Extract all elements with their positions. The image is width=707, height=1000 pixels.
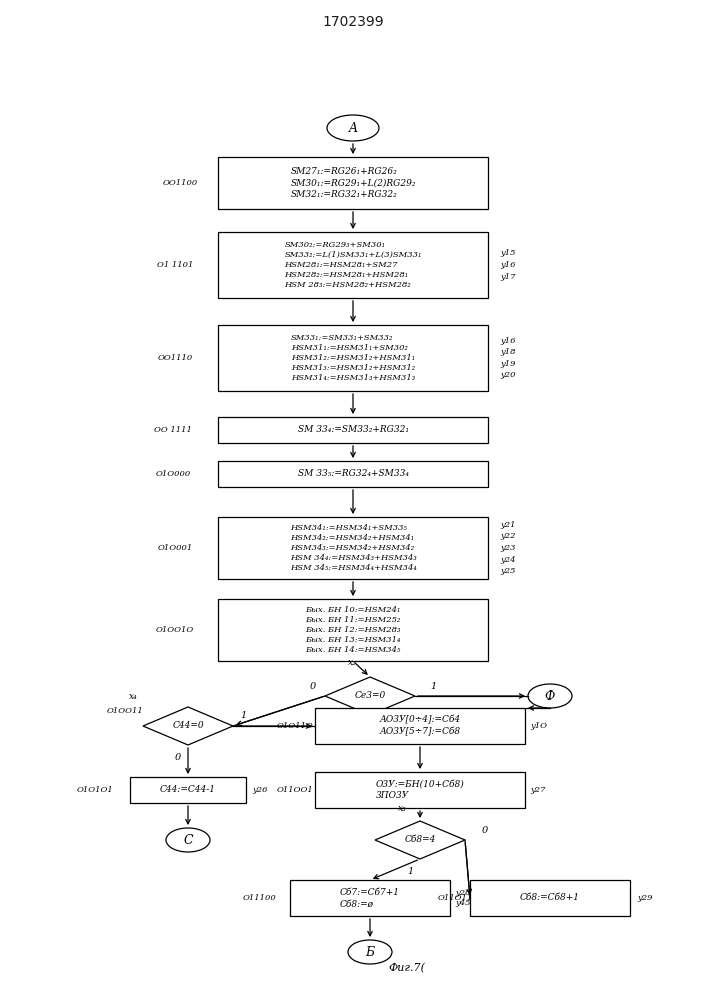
Text: Ф: Ф bbox=[545, 690, 555, 702]
Text: O1OO11: O1OO11 bbox=[107, 707, 144, 715]
Text: y27: y27 bbox=[530, 786, 546, 794]
FancyBboxPatch shape bbox=[218, 417, 488, 443]
Text: 1702399: 1702399 bbox=[322, 15, 385, 29]
Text: C44=0: C44=0 bbox=[173, 722, 204, 730]
Text: Cб8:=Cб8+1: Cб8:=Cб8+1 bbox=[520, 894, 580, 902]
FancyBboxPatch shape bbox=[218, 325, 488, 391]
Text: y29: y29 bbox=[637, 894, 653, 902]
FancyBboxPatch shape bbox=[218, 517, 488, 579]
Text: x₄: x₄ bbox=[129, 692, 138, 701]
Text: y15
y16
y17: y15 y16 y17 bbox=[500, 249, 515, 281]
Text: y21
y22
y23
y24
y25: y21 y22 y23 y24 y25 bbox=[500, 521, 515, 575]
Text: y26: y26 bbox=[252, 786, 267, 794]
Text: OO1100: OO1100 bbox=[163, 179, 198, 187]
Text: y45: y45 bbox=[455, 899, 470, 907]
Text: x₃: x₃ bbox=[397, 804, 407, 813]
Text: 0: 0 bbox=[482, 826, 488, 835]
Text: x₂: x₂ bbox=[348, 658, 356, 667]
Text: 1: 1 bbox=[240, 711, 246, 720]
Text: Cб8=4: Cб8=4 bbox=[404, 836, 436, 844]
Text: C: C bbox=[183, 834, 193, 846]
Text: Cе3=0: Cе3=0 bbox=[354, 692, 385, 700]
FancyBboxPatch shape bbox=[315, 772, 525, 808]
Text: 0: 0 bbox=[310, 682, 316, 691]
FancyBboxPatch shape bbox=[218, 232, 488, 298]
Text: 1: 1 bbox=[430, 682, 436, 691]
Polygon shape bbox=[375, 821, 465, 859]
Text: SM 33₄:=SM33₂+RG32₁: SM 33₄:=SM33₂+RG32₁ bbox=[298, 426, 409, 434]
Text: A: A bbox=[349, 121, 358, 134]
Text: О3У:=БН(10+Cб8)
3ПО3У: О3У:=БН(10+Cб8) 3ПО3У bbox=[375, 780, 464, 800]
FancyBboxPatch shape bbox=[130, 777, 246, 803]
Text: Б: Б bbox=[366, 946, 375, 958]
Text: O1O1O1: O1O1O1 bbox=[76, 786, 113, 794]
Text: O1O000: O1O000 bbox=[156, 470, 191, 478]
FancyBboxPatch shape bbox=[218, 461, 488, 487]
Text: SM30₂:=RG29₃+SM30₁
SM33₂:=L(1)SM33₁+L(3)SM33₁
HSM28₁:=HSM28₁+SM27
HSM28₂:=HSM28₁: SM30₂:=RG29₃+SM30₁ SM33₂:=L(1)SM33₁+L(3)… bbox=[284, 241, 421, 289]
FancyBboxPatch shape bbox=[218, 599, 488, 661]
Text: O11O11: O11O11 bbox=[438, 894, 472, 902]
Ellipse shape bbox=[348, 940, 392, 964]
Text: 0: 0 bbox=[175, 753, 181, 762]
Text: C44:=C44-1: C44:=C44-1 bbox=[160, 786, 216, 794]
Text: O1 1101: O1 1101 bbox=[157, 261, 193, 269]
Text: OO1110: OO1110 bbox=[158, 354, 192, 362]
Text: SM 33₅:=RG32₄+SM33₄: SM 33₅:=RG32₄+SM33₄ bbox=[298, 470, 409, 479]
Text: OO 1111: OO 1111 bbox=[154, 426, 192, 434]
Text: O1O11O: O1O11O bbox=[276, 722, 313, 730]
Text: y1O: y1O bbox=[530, 722, 547, 730]
Text: O1O001: O1O001 bbox=[158, 544, 192, 552]
Ellipse shape bbox=[166, 828, 210, 852]
FancyBboxPatch shape bbox=[290, 880, 450, 916]
FancyBboxPatch shape bbox=[218, 157, 488, 209]
Text: SM33₁:=SM33₁+SM33₂
HSM31₁:=HSM31₁+SM30₂
HSM31₂:=HSM31₂+HSM31₁
HSM31₃:=HSM31₂+HSM: SM33₁:=SM33₁+SM33₂ HSM31₁:=HSM31₁+SM30₂ … bbox=[291, 334, 415, 382]
Text: y28: y28 bbox=[455, 889, 470, 897]
Polygon shape bbox=[325, 677, 415, 715]
Ellipse shape bbox=[327, 115, 379, 141]
Text: SM27₁:=RG26₁+RG26₂
SM30₁:=RG29₁+L(2)RG29₂
SM32₁:=RG32₁+RG32₂: SM27₁:=RG26₁+RG26₂ SM30₁:=RG29₁+L(2)RG29… bbox=[291, 167, 416, 199]
Text: 1: 1 bbox=[407, 867, 413, 876]
Text: O1OO1O: O1OO1O bbox=[156, 626, 194, 634]
Text: Бых. БН 10:=HSM24₁
Бых. БН 11:=HSM25₂
Бых. БН 12:=HSM28₃
Бых. БН 13:=HSM31₄
Бых.: Бых. БН 10:=HSM24₁ Бых. БН 11:=HSM25₂ Бы… bbox=[305, 606, 401, 654]
Text: HSM34₁:=HSM34₁+SM33₅
HSM34₂:=HSM34₂+HSM34₁
HSM34₃:=HSM34₂+HSM34₂
HSM 34₄:=HSM34₃: HSM34₁:=HSM34₁+SM33₅ HSM34₂:=HSM34₂+HSM3… bbox=[290, 524, 416, 572]
Ellipse shape bbox=[528, 684, 572, 708]
Text: АО3У[0÷4]:=Cб4
АО3У[5÷7]:=Cб8: АО3У[0÷4]:=Cб4 АО3У[5÷7]:=Cб8 bbox=[380, 715, 460, 737]
Text: Cб7:=Cб7+1
Cб8:=ø: Cб7:=Cб7+1 Cб8:=ø bbox=[340, 888, 400, 908]
Text: y16
y18
y19
y20: y16 y18 y19 y20 bbox=[500, 337, 515, 379]
Text: O11OO1: O11OO1 bbox=[276, 786, 313, 794]
Polygon shape bbox=[143, 707, 233, 745]
FancyBboxPatch shape bbox=[470, 880, 630, 916]
FancyBboxPatch shape bbox=[315, 708, 525, 744]
Text: Фиг.7(: Фиг.7( bbox=[388, 963, 425, 973]
Text: O11100: O11100 bbox=[243, 894, 277, 902]
